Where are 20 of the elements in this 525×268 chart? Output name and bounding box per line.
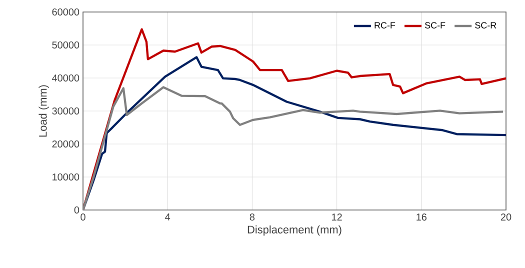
y-tick-label: 20000 [52, 140, 80, 148]
x-tick-label: 20 [500, 214, 512, 221]
legend-label: SC-F [425, 22, 446, 28]
y-tick-label: 40000 [52, 74, 80, 82]
x-axis-title: Displacement (mm) [248, 225, 342, 236]
x-tick-label: 16 [416, 214, 427, 221]
y-tick-label: 10000 [52, 173, 80, 181]
legend-label: SC-R [475, 22, 496, 28]
y-tick-label: 50000 [52, 41, 80, 49]
y-tick-label: 60000 [52, 8, 80, 16]
y-tick-label: 30000 [52, 107, 80, 115]
x-tick-label: 8 [250, 214, 255, 221]
x-tick-label: 0 [80, 214, 86, 221]
y-axis-title: Load (mm) [38, 85, 49, 137]
legend-label: RC-F [374, 22, 396, 28]
x-tick-label: 12 [332, 214, 342, 220]
line-series [83, 56, 506, 210]
x-tick-label: 4 [165, 214, 170, 220]
y-tick-label: 0 [74, 206, 80, 214]
line-series [83, 86, 504, 210]
